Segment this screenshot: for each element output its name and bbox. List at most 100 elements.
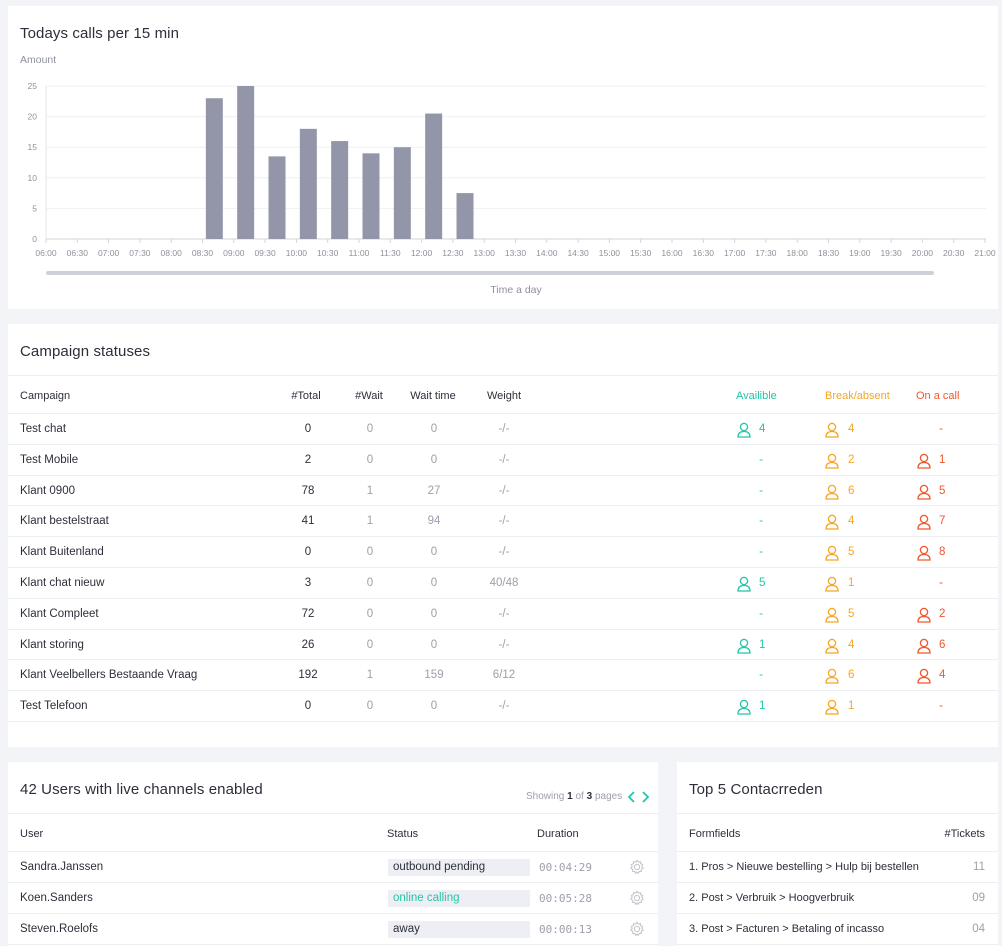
campaign-name: Klant 0900 <box>20 484 75 497</box>
contact-reason-label: 3. Post > Facturen > Betaling of incasso <box>689 923 885 935</box>
campaign-wait: 1 <box>366 669 374 682</box>
available-agent-icon <box>737 576 751 592</box>
gear-icon[interactable] <box>629 859 645 875</box>
status-badge: away <box>388 921 530 938</box>
header-wait-time: Wait time <box>410 390 456 402</box>
y-tick-label: 10 <box>28 173 38 183</box>
on-call-count: 8 <box>939 546 946 559</box>
campaign-total: 26 <box>301 638 315 651</box>
pagination-total: 3 <box>586 791 593 802</box>
on-call-count: 7 <box>939 515 946 528</box>
x-tick-label: 06:00 <box>35 248 57 258</box>
users-header-divider <box>8 851 658 852</box>
available-count: - <box>759 484 763 497</box>
break-count: 4 <box>848 423 855 435</box>
break-agent-icon <box>825 484 839 500</box>
campaign-name: Klant Compleet <box>20 607 99 620</box>
x-tick-label: 12:30 <box>442 248 464 258</box>
available-agent-icon <box>737 422 751 438</box>
on-call-agent-icon <box>917 638 931 654</box>
bar <box>268 156 286 239</box>
campaign-wait: 1 <box>366 484 374 497</box>
x-tick-label: 18:30 <box>818 248 840 258</box>
header-user: User <box>20 828 44 840</box>
campaign-name: Klant Buitenland <box>20 546 104 559</box>
chart-title: Todays calls per 15 min <box>20 25 180 42</box>
campaign-total: 78 <box>301 484 315 497</box>
campaign-name: Klant chat nieuw <box>20 577 105 589</box>
status-badge: outbound pending <box>388 859 530 876</box>
available-count: 5 <box>759 577 766 589</box>
contact-reason-label: 2. Post > Verbruik > Hoogverbruik <box>689 892 855 904</box>
campaign-weight: -/- <box>498 515 510 528</box>
campaign-wait: 0 <box>366 546 374 559</box>
bar <box>331 141 349 239</box>
campaign-name: Klant storing <box>20 638 84 651</box>
prev-page-icon[interactable] <box>627 791 637 803</box>
top5-card: Top 5 Contacrreden Formfields #Tickets 1… <box>677 762 998 946</box>
chart-ylabel: Amount <box>20 54 57 66</box>
campaign-wait-time: 0 <box>430 638 438 651</box>
campaign-total: 41 <box>301 515 315 528</box>
row-divider <box>8 690 998 692</box>
user-name: Steven.Roelofs <box>20 923 98 935</box>
campaign-wait-time: 27 <box>427 484 441 497</box>
pagination-showing: Showing <box>526 791 565 802</box>
x-tick-label: 19:30 <box>880 248 902 258</box>
campaign-wait: 0 <box>366 453 374 466</box>
title-divider <box>8 375 998 376</box>
campaign-wait: 0 <box>366 638 374 651</box>
available-count: - <box>759 453 763 466</box>
row-divider <box>8 913 658 914</box>
campaign-weight: 6/12 <box>492 669 516 682</box>
on-call-count: 6 <box>939 638 946 651</box>
x-tick-label: 08:30 <box>192 248 214 258</box>
row-divider <box>8 721 998 722</box>
bar <box>456 193 474 239</box>
y-tick-label: 15 <box>28 142 38 152</box>
header-status: Status <box>387 828 419 840</box>
on-call-agent-icon <box>917 545 931 561</box>
campaign-weight: 40/48 <box>489 577 519 589</box>
user-name: Sandra.Janssen <box>20 861 104 873</box>
contact-reason-count: 11 <box>973 861 985 873</box>
campaign-name: Test Telefoon <box>20 700 88 713</box>
row-divider <box>8 628 998 630</box>
x-tick-label: 12:00 <box>411 248 433 258</box>
x-tick-label: 21:00 <box>974 248 996 258</box>
break-agent-icon <box>825 576 839 592</box>
campaign-name: Test Mobile <box>20 453 79 466</box>
header-tickets: #Tickets <box>944 828 985 840</box>
x-tick-label: 08:00 <box>161 248 183 258</box>
header-formfields: Formfields <box>689 828 741 840</box>
break-count: 6 <box>848 669 855 682</box>
gear-icon[interactable] <box>629 890 645 906</box>
next-page-icon[interactable] <box>640 791 650 803</box>
campaign-wait-time: 0 <box>430 577 438 589</box>
calls-chart-card: Todays calls per 15 min Amount 0 5 10 15 20 2… <box>8 6 998 309</box>
header-total: #Total <box>291 390 321 402</box>
gear-icon[interactable] <box>629 921 645 937</box>
campaign-wait-time: 0 <box>430 607 438 620</box>
campaign-total: 0 <box>304 700 312 713</box>
break-agent-icon <box>825 545 839 561</box>
contact-reason-label: 1. Pros > Nieuwe bestelling > Hulp bij b… <box>689 861 919 873</box>
row-divider <box>677 913 998 914</box>
x-tick-label: 06:30 <box>67 248 89 258</box>
chart-scrollbar[interactable] <box>46 271 934 275</box>
bar <box>205 98 223 240</box>
x-tick-label: 19:00 <box>849 248 871 258</box>
header-wait: #Wait <box>355 390 383 402</box>
campaign-total: 72 <box>301 607 315 620</box>
campaign-total: 192 <box>298 669 318 682</box>
on-call-agent-icon <box>917 669 931 685</box>
campaign-statuses-card: Campaign statuses Campaign #Total #Wait … <box>8 324 998 747</box>
campaign-weight: -/- <box>498 453 510 466</box>
break-agent-icon <box>825 453 839 469</box>
live-users-card: 42 Users with live channels enabled Show… <box>8 762 658 946</box>
break-count: 5 <box>848 607 855 620</box>
row-divider <box>8 659 998 661</box>
x-tick-label: 20:30 <box>943 248 965 258</box>
call-duration: 00:00:13 <box>539 923 592 936</box>
break-agent-icon <box>825 669 839 685</box>
